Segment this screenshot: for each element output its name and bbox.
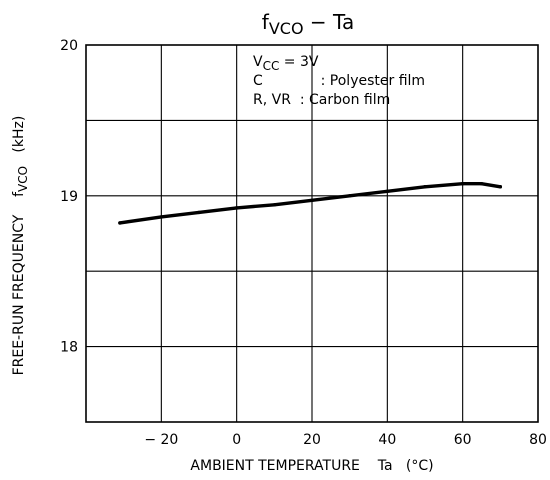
series-marks bbox=[118, 182, 503, 225]
data-point bbox=[423, 185, 427, 189]
y-label-rest: (kHz) bbox=[11, 116, 27, 166]
data-point bbox=[159, 215, 164, 219]
chart-title: fVCO − Ta bbox=[262, 10, 354, 38]
plot-frame bbox=[85, 44, 539, 423]
y-label-subscript: VCO bbox=[16, 166, 30, 192]
x-tick-label: − 20 bbox=[144, 432, 178, 448]
condition-vcc-main: V bbox=[253, 54, 263, 70]
y-axis-label: FREE-RUN FREQUENCY fVCO (kHz) bbox=[11, 102, 30, 397]
data-point bbox=[234, 206, 239, 210]
title-main: f bbox=[262, 10, 270, 34]
conditions-note: VCC = 3V C : Polyester film R, VR : Carb… bbox=[253, 54, 425, 108]
data-point bbox=[310, 198, 314, 203]
condition-vcc: VCC = 3V bbox=[253, 54, 319, 73]
title-rest: − Ta bbox=[304, 10, 355, 34]
data-point bbox=[197, 210, 201, 215]
x-tick-label: 0 bbox=[232, 432, 241, 448]
data-point bbox=[479, 182, 484, 186]
x-tick-label: 60 bbox=[454, 432, 472, 448]
data-point bbox=[118, 221, 122, 225]
tick-labels: − 20 0 20 40 60 80 18 19 20 bbox=[60, 38, 547, 448]
y-tick-label: 18 bbox=[60, 340, 78, 356]
x-axis-label: AMBIENT TEMPERATURE Ta (°C) bbox=[190, 458, 433, 474]
x-tick-label: 20 bbox=[303, 432, 321, 448]
condition-c: C : Polyester film bbox=[253, 73, 425, 89]
title-subscript: VCO bbox=[269, 19, 304, 38]
data-point bbox=[272, 203, 277, 207]
y-tick-label: 20 bbox=[60, 38, 78, 54]
data-point bbox=[460, 182, 465, 186]
data-point bbox=[347, 194, 352, 198]
series-line bbox=[118, 182, 502, 225]
y-tick-label: 19 bbox=[60, 189, 78, 205]
grid bbox=[86, 45, 538, 422]
y-label-main: FREE-RUN FREQUENCY f bbox=[11, 191, 27, 376]
x-tick-label: 40 bbox=[378, 432, 396, 448]
data-point bbox=[385, 189, 390, 193]
x-tick-label: 80 bbox=[529, 432, 547, 448]
condition-vcc-rest: = 3V bbox=[279, 54, 319, 70]
condition-r-vr: R, VR : Carbon film bbox=[253, 92, 390, 108]
data-point bbox=[498, 185, 503, 189]
condition-vcc-subscript: CC bbox=[263, 59, 280, 73]
